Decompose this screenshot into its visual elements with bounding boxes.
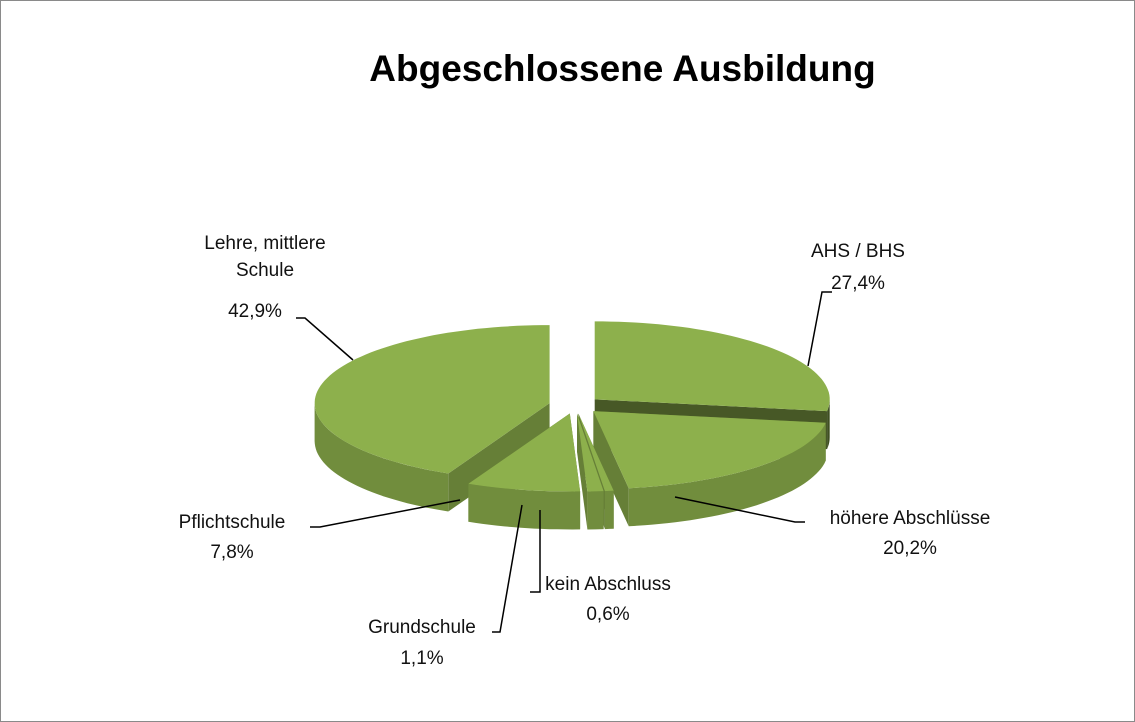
leader-line	[807, 291, 832, 367]
slice-side	[314, 403, 449, 512]
slice	[468, 413, 581, 492]
slice-side	[604, 490, 614, 530]
leader-line	[530, 510, 541, 593]
slice-label: AHS / BHS	[811, 241, 905, 262]
slice-label: kein Abschluss	[545, 574, 671, 595]
value-label: 27,4%	[831, 273, 885, 294]
leader-line	[492, 504, 523, 633]
slice-side	[827, 399, 830, 450]
slice-label: Lehre, mittlere Schule	[204, 233, 326, 281]
leader-line	[296, 317, 354, 361]
slice	[578, 413, 614, 492]
slice-side	[587, 491, 604, 530]
value-label: 1,1%	[400, 648, 444, 669]
slice	[314, 325, 550, 474]
slice	[594, 321, 830, 412]
value-label: 0,6%	[586, 604, 630, 625]
slice-cut-face	[577, 413, 588, 530]
value-label: 7,8%	[210, 542, 254, 563]
slice-label: höhere Abschlüsse	[829, 508, 991, 529]
leader-line	[674, 496, 805, 523]
value-label: 20,2%	[883, 538, 937, 559]
slice-side	[468, 483, 581, 530]
slice-label: Pflichtschule	[178, 512, 286, 533]
chart-title: Abgeschlossene Ausbildung	[369, 48, 876, 89]
slice-label: Grundschule	[368, 617, 476, 638]
slice-cut-face	[593, 411, 629, 527]
slice-side	[628, 422, 826, 527]
leader-line	[310, 499, 461, 528]
slice	[577, 413, 604, 492]
slice	[593, 411, 826, 489]
value-label: 42,9%	[228, 301, 282, 322]
